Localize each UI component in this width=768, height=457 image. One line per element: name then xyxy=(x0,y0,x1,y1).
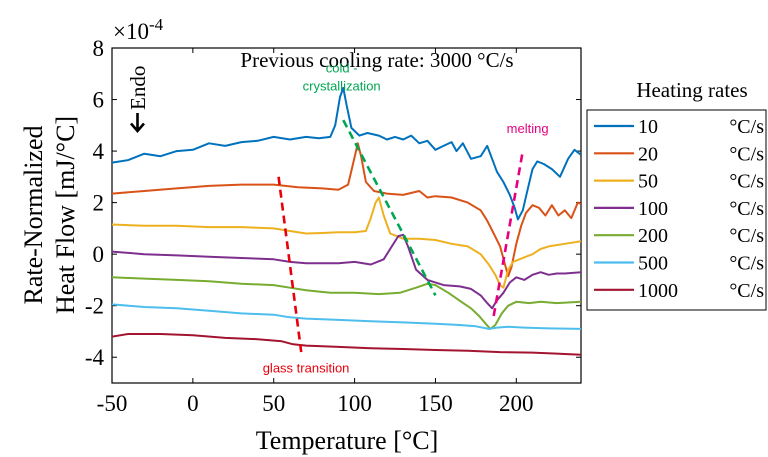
trend-line-glass-transition xyxy=(277,176,303,353)
legend-title: Heating rates xyxy=(636,78,747,102)
legend-label: 50 xyxy=(638,171,658,193)
trend-line-cold-crystallization xyxy=(342,119,437,296)
x-axis-title: Temperature [°C] xyxy=(256,426,439,455)
x-tick-label: 100 xyxy=(337,391,372,416)
series-line-200 xyxy=(112,276,581,330)
y-tick-label: 4 xyxy=(93,139,105,164)
legend-label: 100 xyxy=(638,198,668,220)
legend-unit: °C/s xyxy=(729,171,764,193)
series-line-100 xyxy=(112,233,581,310)
y-axis-title-line1: Rate-Normalized xyxy=(19,125,48,304)
x-axis: -50 0 50 100 150 200 xyxy=(97,48,534,416)
series-layer xyxy=(112,86,581,356)
series-line-20 xyxy=(112,142,581,278)
annotation-label: cold - xyxy=(326,60,358,75)
endo-label: Endo xyxy=(126,66,150,110)
y-tick-label: 8 xyxy=(93,36,105,61)
annotation-label: glass transition xyxy=(263,361,350,376)
trend-line-melting xyxy=(492,150,525,317)
x-tick-label: 150 xyxy=(418,391,453,416)
endo-indicator: Endo xyxy=(126,66,150,133)
y-tick-label: 6 xyxy=(93,88,105,113)
x-tick-label: 50 xyxy=(262,391,285,416)
series-line-1000 xyxy=(112,333,581,356)
legend-unit: °C/s xyxy=(729,143,764,165)
chart-title: Previous cooling rate: 3000 °C/s xyxy=(240,48,513,72)
y-exponent-label: ×10-4 xyxy=(113,15,164,44)
y-tick-label: -4 xyxy=(85,345,105,370)
x-tick-label: 0 xyxy=(187,391,199,416)
legend-unit: °C/s xyxy=(729,280,764,302)
legend-label: 10 xyxy=(638,116,658,138)
y-axis: -4 -2 0 2 4 6 8 xyxy=(85,36,581,370)
legend-unit: °C/s xyxy=(729,116,764,138)
endo-arrow-icon xyxy=(130,113,145,133)
legend-label: 500 xyxy=(638,253,668,275)
legend-label: 1000 xyxy=(638,280,678,302)
annotation-layer: cold - crystallization melting glass transi… xyxy=(263,60,549,375)
y-tick-label: 2 xyxy=(93,191,105,216)
x-tick-label: -50 xyxy=(97,391,128,416)
series-line-500 xyxy=(112,303,581,330)
trend-layer xyxy=(277,119,525,353)
legend-unit: °C/s xyxy=(729,198,764,220)
legend-label: 20 xyxy=(638,143,658,165)
series-line-10 xyxy=(112,86,581,221)
legend-unit: °C/s xyxy=(729,225,764,247)
y-tick-label: 0 xyxy=(93,242,105,267)
y-tick-label: -2 xyxy=(85,294,104,319)
annotation-label: melting xyxy=(507,121,549,136)
legend-unit: °C/s xyxy=(729,253,764,275)
annotation-label: crystallization xyxy=(303,79,381,94)
legend-label: 200 xyxy=(638,225,668,247)
y-axis-title-line2: Heat Flow [mJ/°C] xyxy=(51,116,80,314)
legend-box xyxy=(586,109,767,311)
legend: 10 °C/s 20 °C/s 50 °C/s 100 °C/s 200 °C/s 500 °C/s 1… xyxy=(594,116,764,302)
plot-area xyxy=(111,47,582,384)
series-line-50 xyxy=(112,196,581,289)
x-tick-label: 200 xyxy=(499,391,534,416)
